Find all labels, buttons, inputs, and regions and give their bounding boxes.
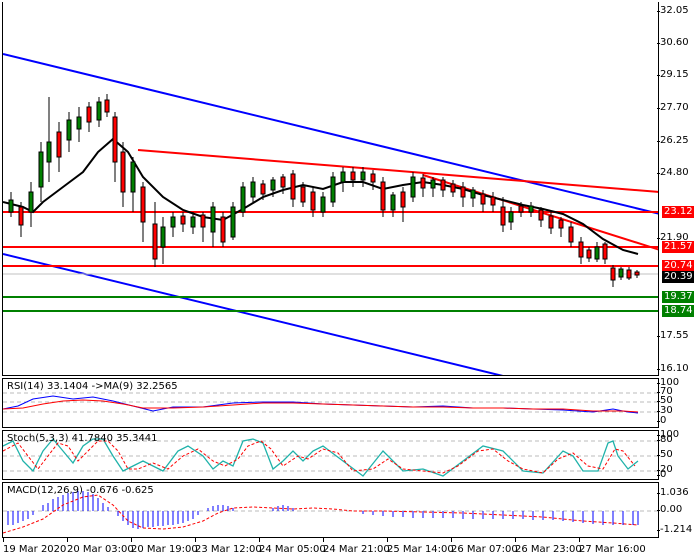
time-tick: 26 Mar 07:00 [451, 538, 518, 555]
rsi-tick: 30 [657, 405, 673, 416]
price-tick: 21.90 [657, 232, 689, 243]
time-tick: 20 Mar 19:00 [131, 538, 198, 555]
rsi-tick: 100 [656, 377, 680, 388]
rsi-axis: 100 70 50 30 0 [656, 377, 700, 428]
price-tick: 29.15 [657, 69, 689, 80]
time-tick: 20 Mar 03:00 [67, 538, 134, 555]
rsi-svg [3, 392, 658, 414]
time-tick: 24 Mar 21:00 [323, 538, 390, 555]
level-tag: 19.37 [662, 291, 694, 303]
time-tick: 27 Mar 16:00 [579, 538, 646, 555]
price-tick: 27.70 [657, 102, 689, 113]
level-tag: 18.74 [662, 305, 694, 317]
stoch-tick: 20 [657, 464, 673, 475]
rsi-tick: 0 [656, 415, 667, 426]
price-pane[interactable] [2, 2, 659, 376]
level-tag: 20.74 [662, 260, 694, 272]
rsi-label: RSI(14) 33.1404 ->MA(9) 32.2565 [7, 381, 178, 392]
macd-svg [3, 491, 658, 534]
stoch-tick: 100 [656, 429, 680, 440]
rsi-tick: 70 [657, 386, 673, 397]
rsi-pane[interactable]: RSI(14) 33.1404 ->MA(9) 32.2565 [2, 378, 659, 428]
price-tick: 32.05 [657, 5, 689, 16]
time-tick: 26 Mar 23:00 [515, 538, 582, 555]
macd-label: MACD(12,26,9) -0.676 -0.625 [7, 485, 154, 496]
macd-tick: 0.00 [656, 504, 683, 515]
stoch-axis: 100 80 50 20 0 [656, 429, 700, 480]
price-tick: 26.25 [657, 135, 689, 146]
macd-tick: -1.214 [656, 524, 693, 535]
stoch-tick: 0 [656, 469, 667, 480]
time-tick: 24 Mar 05:00 [259, 538, 326, 555]
macd-axis: 1.036 0.00 -1.214 [656, 482, 700, 538]
price-tick: 30.60 [657, 37, 689, 48]
time-tick: 23 Mar 12:00 [195, 538, 262, 555]
price-axis: 32.05 30.60 29.15 27.70 26.25 24.80 21.9… [657, 0, 700, 376]
price-tick: 24.80 [657, 167, 689, 178]
level-tag: 23.12 [662, 206, 694, 218]
stoch-svg [3, 437, 658, 477]
price-chart-svg [3, 53, 658, 375]
time-tick: 25 Mar 14:00 [387, 538, 454, 555]
price-tick: 16.10 [657, 363, 689, 374]
candles [8, 94, 640, 287]
stoch-pane[interactable]: Stoch(5,3,3) 41.7840 35.3441 [2, 430, 659, 480]
rsi-tick: 50 [657, 395, 673, 406]
macd-pane[interactable]: MACD(12,26,9) -0.676 -0.625 [2, 482, 659, 538]
stoch-tick: 80 [657, 434, 673, 445]
stoch-tick: 50 [657, 449, 673, 460]
macd-tick: 1.036 [657, 487, 689, 498]
level-tag: 21.57 [662, 241, 694, 253]
current-price-tag: 20.39 [662, 271, 694, 283]
time-tick: 19 Mar 2020 [3, 538, 67, 555]
price-tick: 17.55 [657, 330, 689, 341]
stoch-label: Stoch(5,3,3) 41.7840 35.3441 [7, 433, 158, 444]
